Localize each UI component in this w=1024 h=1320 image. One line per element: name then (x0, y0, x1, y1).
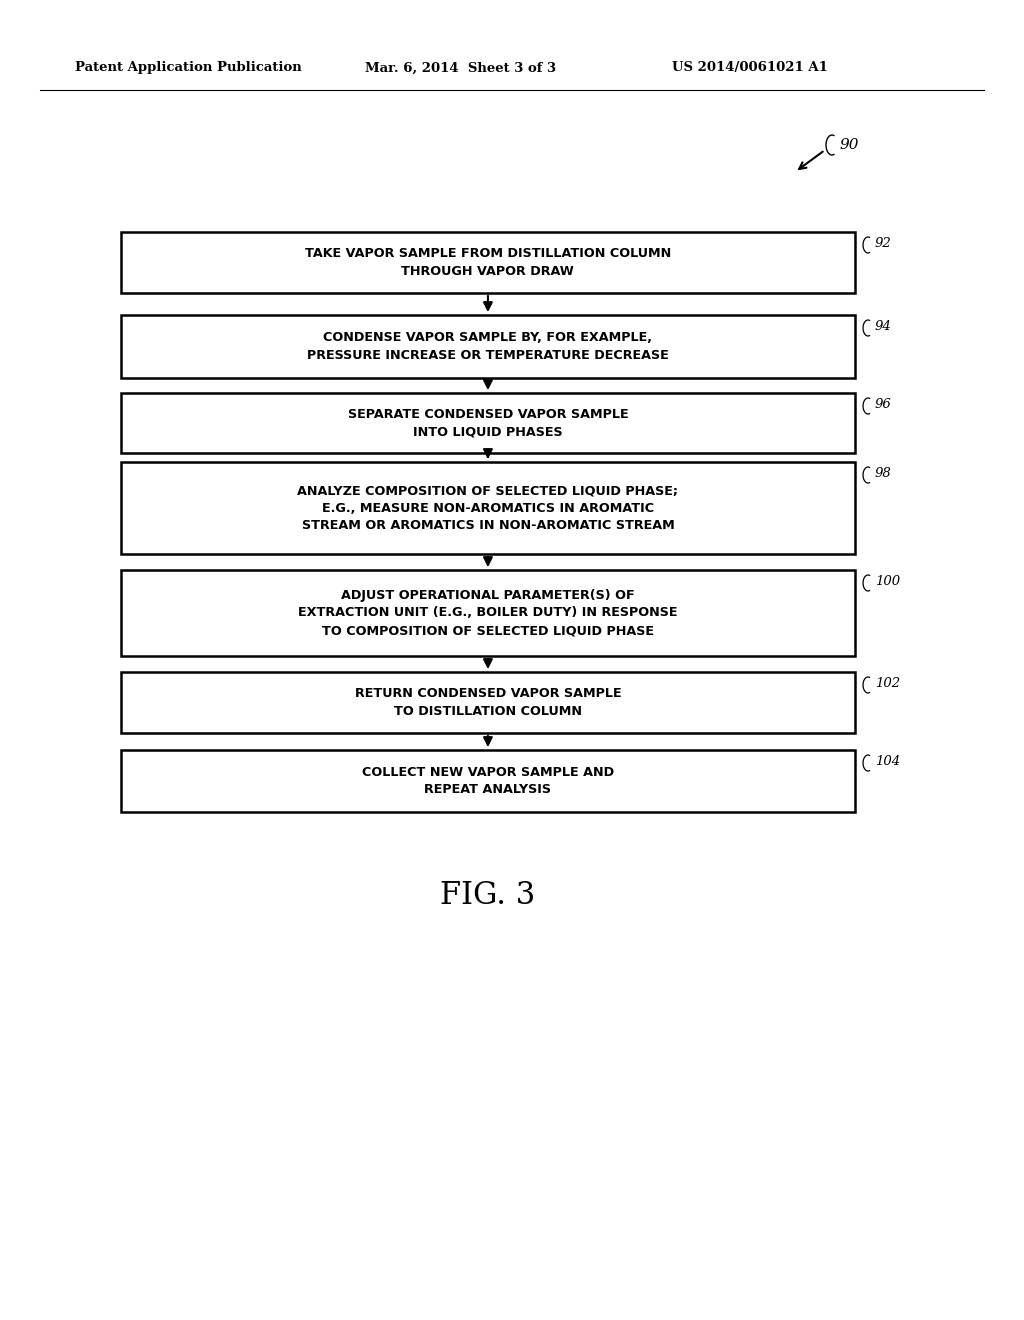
Text: TAKE VAPOR SAMPLE FROM DISTILLATION COLUMN: TAKE VAPOR SAMPLE FROM DISTILLATION COLU… (305, 247, 671, 260)
Text: Patent Application Publication: Patent Application Publication (75, 62, 302, 74)
Bar (121, 672, 855, 733)
Bar (121, 570, 855, 656)
Bar (121, 393, 855, 453)
Text: TO DISTILLATION COLUMN: TO DISTILLATION COLUMN (394, 705, 582, 718)
Text: 102: 102 (876, 677, 900, 690)
Text: ADJUST OPERATIONAL PARAMETER(S) OF: ADJUST OPERATIONAL PARAMETER(S) OF (341, 589, 635, 602)
Text: 90: 90 (840, 139, 859, 152)
Text: COLLECT NEW VAPOR SAMPLE AND: COLLECT NEW VAPOR SAMPLE AND (361, 766, 614, 779)
Text: RETURN CONDENSED VAPOR SAMPLE: RETURN CONDENSED VAPOR SAMPLE (354, 688, 622, 700)
Text: THROUGH VAPOR DRAW: THROUGH VAPOR DRAW (401, 265, 574, 277)
Text: EXTRACTION UNIT (E.G., BOILER DUTY) IN RESPONSE: EXTRACTION UNIT (E.G., BOILER DUTY) IN R… (298, 606, 678, 619)
Text: CONDENSE VAPOR SAMPLE BY, FOR EXAMPLE,: CONDENSE VAPOR SAMPLE BY, FOR EXAMPLE, (324, 331, 652, 345)
Bar (121, 315, 855, 378)
Text: INTO LIQUID PHASES: INTO LIQUID PHASES (413, 425, 563, 438)
Text: PRESSURE INCREASE OR TEMPERATURE DECREASE: PRESSURE INCREASE OR TEMPERATURE DECREAS… (307, 348, 669, 362)
Text: SEPARATE CONDENSED VAPOR SAMPLE: SEPARATE CONDENSED VAPOR SAMPLE (347, 408, 629, 421)
Bar (121, 232, 855, 293)
Text: 92: 92 (876, 238, 892, 249)
Bar (121, 462, 855, 554)
Text: 98: 98 (876, 467, 892, 480)
Text: REPEAT ANALYSIS: REPEAT ANALYSIS (424, 783, 552, 796)
Text: Mar. 6, 2014  Sheet 3 of 3: Mar. 6, 2014 Sheet 3 of 3 (365, 62, 556, 74)
Bar (121, 750, 855, 812)
Text: 100: 100 (876, 576, 900, 587)
Text: US 2014/0061021 A1: US 2014/0061021 A1 (672, 62, 827, 74)
Text: STREAM OR AROMATICS IN NON-AROMATIC STREAM: STREAM OR AROMATICS IN NON-AROMATIC STRE… (301, 519, 675, 532)
Text: E.G., MEASURE NON-AROMATICS IN AROMATIC: E.G., MEASURE NON-AROMATICS IN AROMATIC (322, 502, 654, 515)
Text: TO COMPOSITION OF SELECTED LIQUID PHASE: TO COMPOSITION OF SELECTED LIQUID PHASE (322, 624, 654, 638)
Text: FIG. 3: FIG. 3 (440, 879, 536, 911)
Text: ANALYZE COMPOSITION OF SELECTED LIQUID PHASE;: ANALYZE COMPOSITION OF SELECTED LIQUID P… (297, 484, 679, 498)
Text: 94: 94 (876, 319, 892, 333)
Text: 104: 104 (876, 755, 900, 768)
Text: 96: 96 (876, 399, 892, 411)
